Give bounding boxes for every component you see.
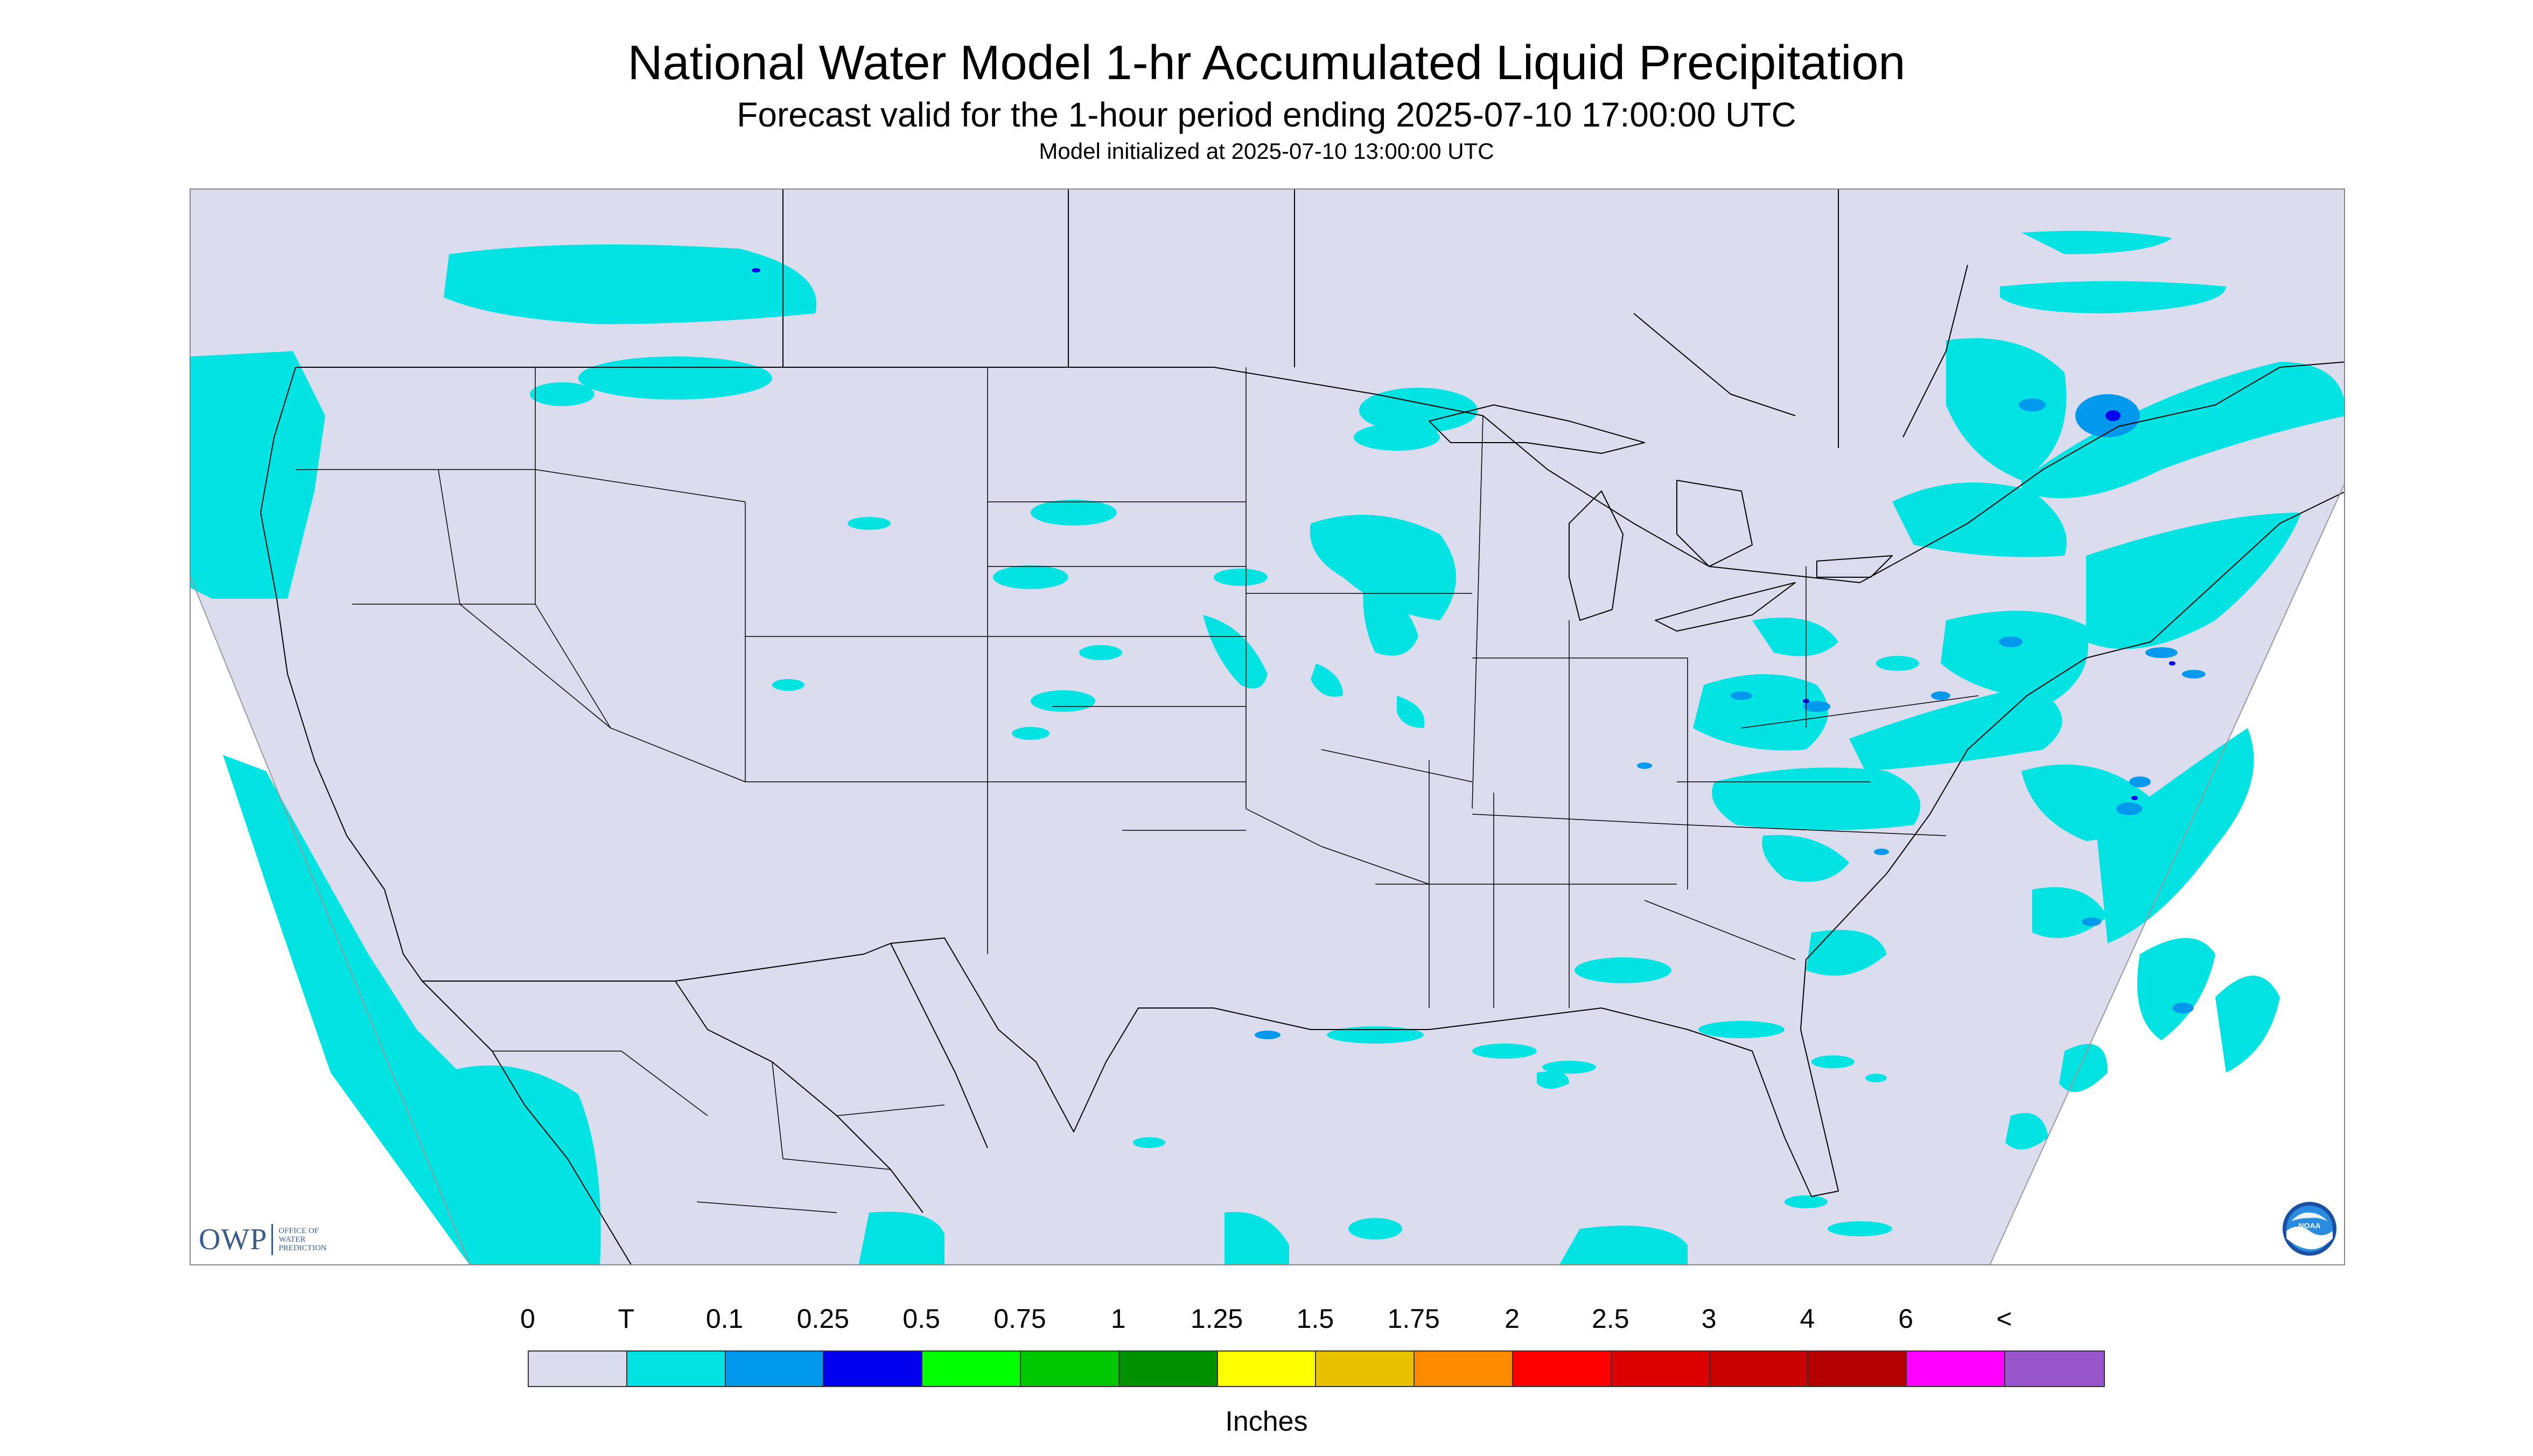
lake-michigan [1569, 491, 1624, 621]
owp-logo-divider [271, 1224, 274, 1255]
legend-label: 0.25 [796, 1304, 850, 1334]
legend-label: 6 [1898, 1304, 1914, 1334]
color-legend [528, 1350, 2105, 1387]
legend-swatch [529, 1352, 627, 1386]
legend-swatch [1020, 1352, 1119, 1386]
legend-label: 0.5 [902, 1304, 940, 1334]
legend-label: 1.25 [1190, 1304, 1243, 1334]
owp-logo: OWP OFFICE OF WATER PREDICTION [199, 1218, 327, 1261]
legend-swatch [1119, 1352, 1218, 1386]
precipitation-map[interactable] [190, 188, 2345, 1265]
legend-label: T [618, 1304, 635, 1334]
legend-swatch [1710, 1352, 1809, 1386]
noaa-logo-icon: NOAA [2283, 1202, 2336, 1256]
trace-precip-areas [191, 230, 2344, 1264]
legend-labels: 0 T 0.1 0.25 0.5 0.75 1 1.25 1.5 1.75 2 2.5 3 4 6 < [0, 1303, 2533, 1341]
legend-label: 0.75 [993, 1304, 1046, 1334]
legend-swatch [1415, 1352, 1513, 1386]
legend-units: Inches [1225, 1406, 1308, 1437]
lake-ontario [1816, 555, 1893, 578]
domain-edge [191, 484, 2344, 1264]
legend-swatch [725, 1352, 824, 1386]
legend-label: 1 [1110, 1304, 1126, 1334]
owp-logo-line: OFFICE OF [278, 1227, 319, 1235]
map-domain [191, 190, 2344, 1264]
legend-label: < [1996, 1304, 2012, 1334]
legend-label: 0 [520, 1304, 535, 1334]
legend-label: 1.5 [1296, 1304, 1334, 1334]
legend-label: 0.1 [705, 1304, 744, 1334]
owp-logo-line: PREDICTION [278, 1244, 327, 1252]
map-title: National Water Model 1-hr Accumulated Li… [627, 36, 1906, 90]
legend-swatch [627, 1352, 726, 1386]
legend-swatch [1513, 1352, 1612, 1386]
lake-erie [1655, 582, 1796, 632]
noaa-logo-text: NOAA [2298, 1221, 2320, 1230]
mexico-borders [422, 943, 988, 1264]
legend-label: 1.75 [1387, 1304, 1440, 1334]
lake-huron [1676, 480, 1753, 567]
legend-swatch [1611, 1352, 1710, 1386]
legend-swatch [824, 1352, 923, 1386]
legend-swatch [2005, 1352, 2104, 1386]
legend-swatch [922, 1352, 1021, 1386]
legend-swatch [1316, 1352, 1415, 1386]
legend-label: 3 [1701, 1304, 1717, 1334]
legend-label: 2 [1505, 1304, 1520, 1334]
model-init-line: Model initialized at 2025-07-10 13:00:00… [1039, 138, 1494, 164]
state-lines [296, 367, 1979, 1008]
legend-swatch [1808, 1352, 1907, 1386]
canada-borders [782, 190, 1968, 448]
map-canvas [191, 190, 2344, 1264]
legend-label: 4 [1800, 1304, 1815, 1334]
lake-superior [1429, 404, 1645, 454]
mexico-state-lines [492, 1051, 945, 1213]
owp-logo-line: WATER [278, 1235, 306, 1244]
legend-swatch [1907, 1352, 2005, 1386]
forecast-valid-subtitle: Forecast valid for the 1-hour period end… [737, 95, 1796, 134]
legend-swatch [1217, 1352, 1317, 1386]
owp-logo-letters: OWP [199, 1223, 268, 1256]
boundary-lines [191, 190, 2344, 1264]
owp-logo-subtext: OFFICE OF WATER PREDICTION [278, 1227, 326, 1252]
legend-label: 2.5 [1592, 1304, 1629, 1334]
